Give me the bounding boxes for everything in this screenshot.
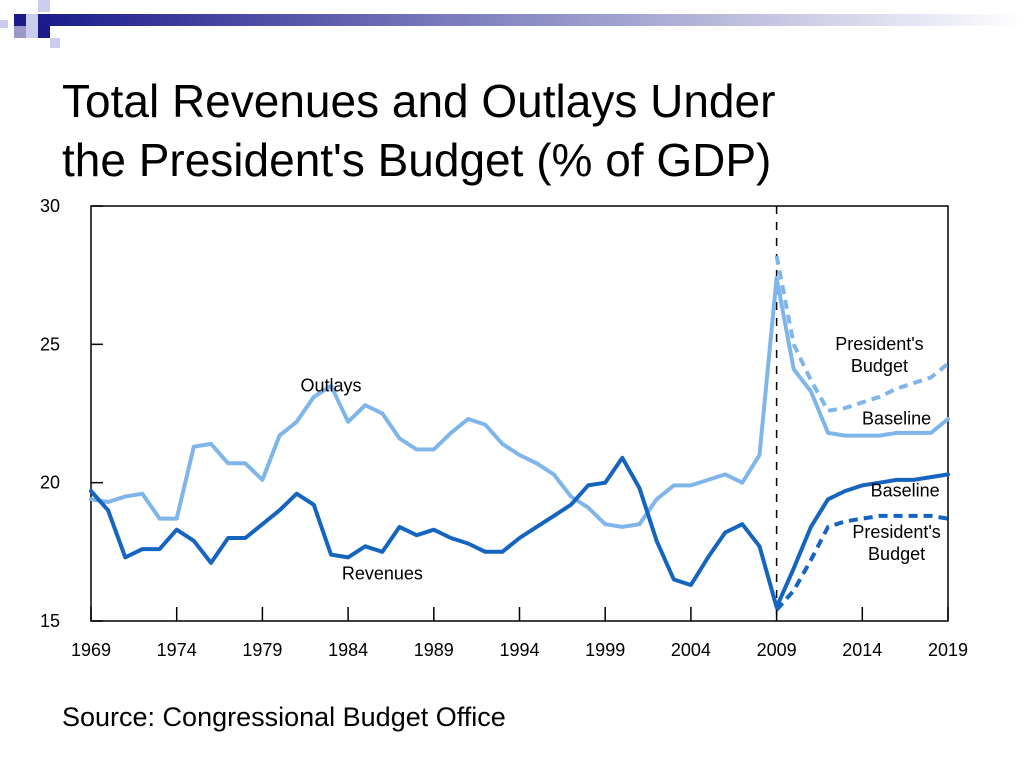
x-tick-label: 1999 — [585, 640, 625, 660]
x-tick-label: 2019 — [928, 640, 968, 660]
chart-annotation: President's — [852, 522, 940, 542]
slide-title-line-1: Total Revenues and Outlays Under — [62, 75, 776, 127]
slide-title: Total Revenues and Outlays Under the Pre… — [62, 72, 962, 190]
y-tick-label: 15 — [40, 611, 60, 631]
series-line-outlays — [89, 275, 950, 529]
x-tick-label: 2014 — [842, 640, 882, 660]
chart-annotation: Budget — [851, 356, 908, 376]
chart-annotation: Revenues — [342, 564, 423, 584]
series-line-revenues — [89, 455, 950, 610]
slide-title-line-2: the President's Budget (% of GDP) — [62, 134, 772, 186]
x-tick-label: 1979 — [242, 640, 282, 660]
chart-annotation: Baseline — [862, 409, 931, 429]
chart-annotation: President's — [835, 334, 923, 354]
x-tick-label: 1984 — [328, 640, 368, 660]
chart-annotation: Outlays — [300, 375, 361, 395]
chart-annotation: Baseline — [871, 481, 940, 501]
x-tick-label: 1994 — [499, 640, 539, 660]
x-tick-label: 2009 — [757, 640, 797, 660]
series-line-revenues-president-s-budget — [775, 513, 949, 612]
x-tick-label: 1974 — [157, 640, 197, 660]
source-note: Source: Congressional Budget Office — [62, 702, 506, 732]
slide-corner-decoration — [0, 0, 1024, 48]
revenues-outlays-line-chart: 15 20 25 30 1969 1974 1979 1984 1989 1994 1999 2004… — [40, 196, 968, 660]
y-tick-label: 30 — [40, 196, 60, 216]
x-tick-label: 1969 — [71, 640, 111, 660]
y-tick-label: 25 — [40, 334, 60, 354]
x-tick-label: 2004 — [671, 640, 711, 660]
series-line-outlays-president-s-budget — [774, 255, 950, 413]
x-tick-label: 1989 — [414, 640, 454, 660]
chart-annotation: Budget — [868, 544, 925, 564]
y-tick-label: 20 — [40, 473, 60, 493]
